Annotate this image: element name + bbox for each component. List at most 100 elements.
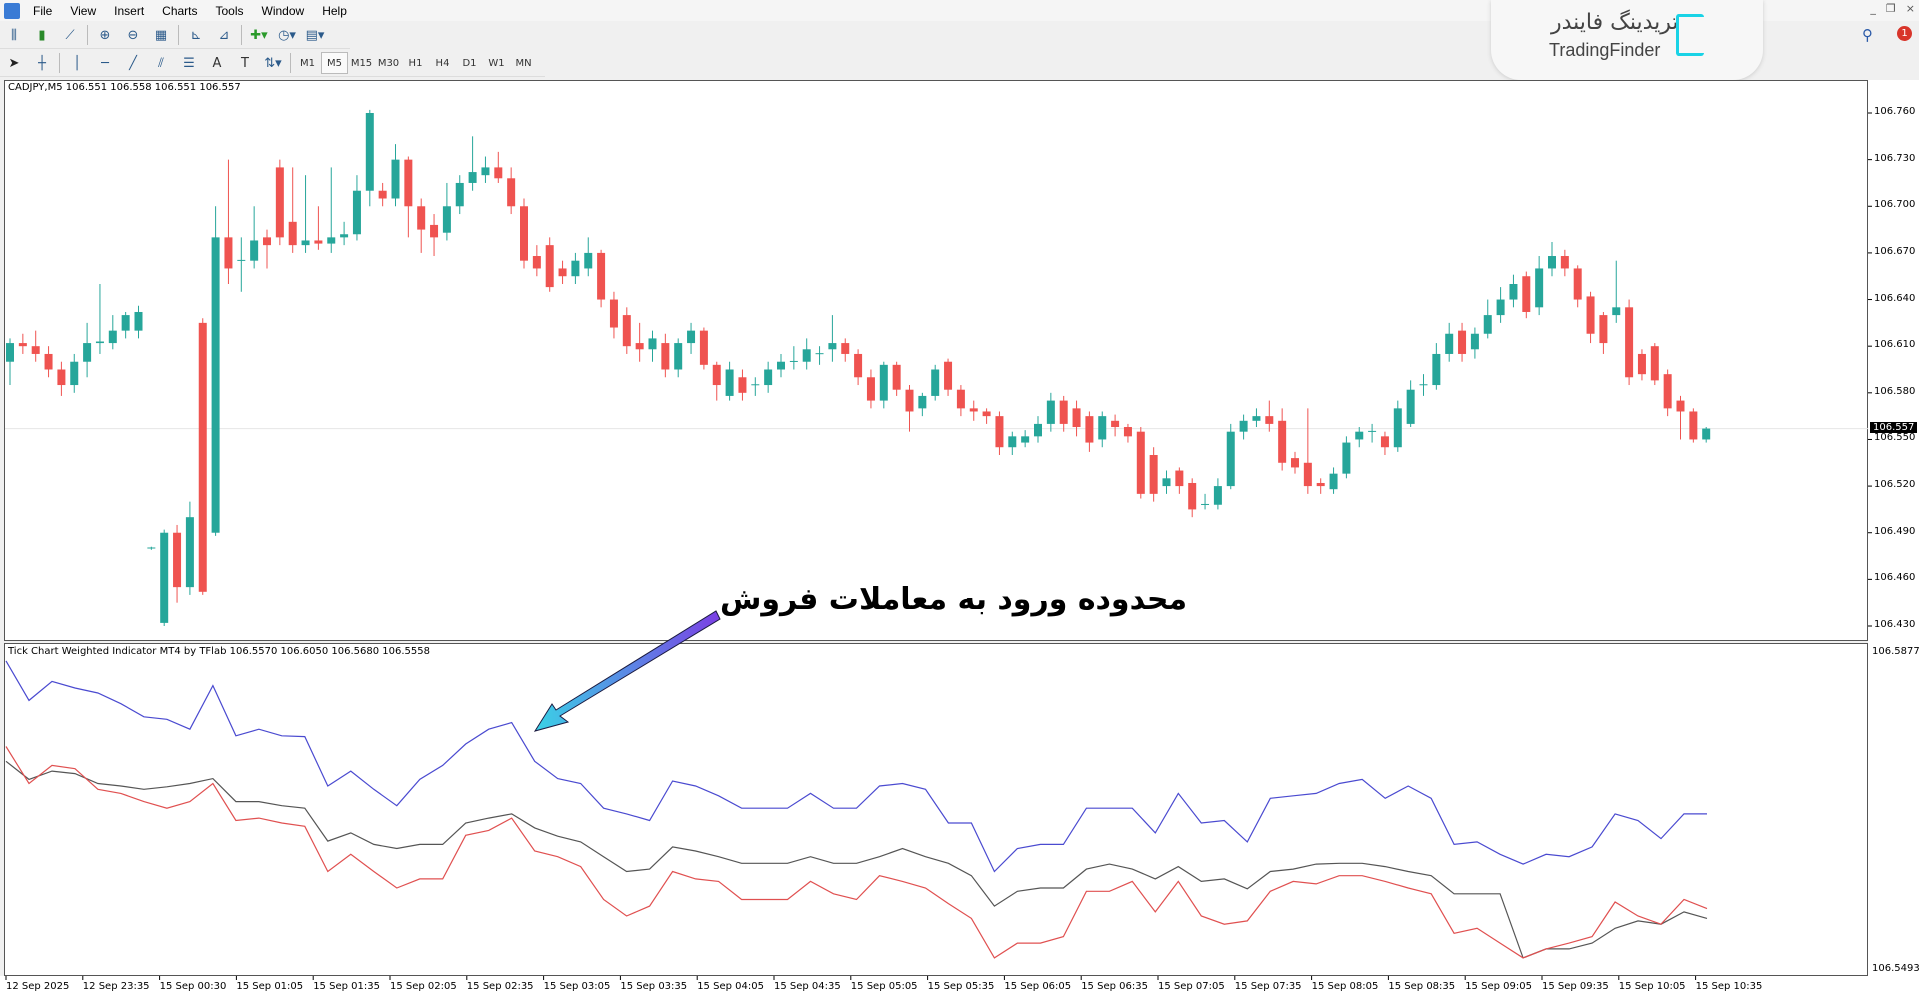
timeframe-d1[interactable]: D1 xyxy=(462,57,477,69)
candle-body xyxy=(18,343,27,347)
time-label: 15 Sep 06:35 xyxy=(1081,981,1148,992)
cursor-icon[interactable]: ➤ xyxy=(8,55,20,71)
zoom-out-icon[interactable]: ⊖ xyxy=(127,27,139,43)
timeframe-h1[interactable]: H1 xyxy=(408,57,423,69)
search-icon[interactable]: ⚲ xyxy=(1862,26,1873,44)
menu-charts[interactable]: Charts xyxy=(162,3,198,18)
menu-window[interactable]: Window xyxy=(261,3,305,18)
candle-body xyxy=(83,343,92,362)
notification-badge[interactable]: 1 xyxy=(1897,26,1912,41)
annotation-arrow-icon xyxy=(533,610,721,732)
candle-body xyxy=(841,343,850,354)
auto-scroll-icon[interactable]: ⊾ xyxy=(190,27,202,43)
templates-icon[interactable]: ▤▾ xyxy=(305,27,325,43)
timeframe-m15[interactable]: M15 xyxy=(350,57,373,69)
candle-body xyxy=(661,343,670,370)
time-label: 15 Sep 03:35 xyxy=(620,981,688,992)
candle-body xyxy=(674,343,683,370)
time-label: 12 Sep 23:35 xyxy=(82,981,150,992)
time-label: 15 Sep 04:35 xyxy=(774,981,841,992)
candle-body xyxy=(1162,478,1171,487)
price-tick-label: 106.550 xyxy=(1874,432,1916,444)
candlestick-icon[interactable]: ▮ xyxy=(38,27,46,43)
candle-body xyxy=(1149,455,1158,494)
time-label: 15 Sep 01:35 xyxy=(313,981,380,992)
price-tick-label: 106.640 xyxy=(1874,292,1916,304)
candle-body xyxy=(1072,408,1081,428)
candle-body xyxy=(237,259,246,261)
timeframe-w1[interactable]: W1 xyxy=(488,57,505,69)
channel-icon[interactable]: ☰ xyxy=(183,55,195,71)
time-axis[interactable] xyxy=(0,976,1919,996)
timeframe-m5[interactable]: M5 xyxy=(321,52,348,74)
timeframe-mn[interactable]: MN xyxy=(515,57,532,69)
fibonacci-icon[interactable]: ⫽ xyxy=(158,55,164,71)
indicator-line-1 xyxy=(5,760,1708,959)
chart-shift-icon[interactable]: ⊿ xyxy=(218,27,230,43)
indicator-tick-label: 106.5493 xyxy=(1872,963,1919,974)
candle-body xyxy=(1676,400,1685,412)
menu-file[interactable]: File xyxy=(33,3,53,18)
candle-body xyxy=(609,299,618,328)
menu-insert[interactable]: Insert xyxy=(114,3,145,18)
candle-body xyxy=(1342,442,1351,474)
candle-body xyxy=(1278,420,1287,463)
candle-body xyxy=(982,411,991,417)
bar-chart-icon[interactable]: ⫼ xyxy=(11,27,17,43)
trendline-icon[interactable]: ╱ xyxy=(129,55,137,71)
vertical-line-icon[interactable]: │ xyxy=(73,55,81,71)
price-tick-label: 106.700 xyxy=(1874,199,1916,211)
candle-body xyxy=(455,182,464,207)
candle-body xyxy=(1625,307,1634,378)
text-icon[interactable]: A xyxy=(212,55,222,71)
indicator-title: Tick Chart Weighted Indicator MT4 by TFl… xyxy=(8,646,431,657)
candle-body xyxy=(1046,400,1055,424)
timeframe-m1[interactable]: M1 xyxy=(300,57,315,69)
candle-body xyxy=(571,260,580,277)
candle-body xyxy=(1599,315,1608,344)
current-price-label: 106.557 xyxy=(1870,421,1918,433)
candle-body xyxy=(558,268,567,277)
candle-body xyxy=(789,360,798,362)
label-icon[interactable]: T xyxy=(241,55,249,71)
timeframe-m30[interactable]: M30 xyxy=(377,57,400,69)
candle-body xyxy=(507,178,516,207)
candle-body xyxy=(417,206,426,230)
indicator-panel[interactable] xyxy=(4,643,1868,976)
horizontal-line-icon[interactable]: ─ xyxy=(101,55,109,71)
line-chart-icon[interactable]: ⟋ xyxy=(65,27,75,43)
candle-body xyxy=(301,240,310,246)
crosshair-icon[interactable]: ┼ xyxy=(38,55,46,71)
candle-body xyxy=(1136,431,1145,494)
menu-tools[interactable]: Tools xyxy=(215,3,244,18)
candle-body xyxy=(545,245,554,288)
time-label: 15 Sep 01:05 xyxy=(236,981,304,992)
candle-body xyxy=(969,408,978,412)
tile-windows-icon[interactable]: ▦ xyxy=(154,27,168,43)
arrows-icon[interactable]: ⇅▾ xyxy=(264,55,282,71)
candle-body xyxy=(147,547,156,549)
candle-body xyxy=(1008,436,1017,448)
price-chart[interactable] xyxy=(4,80,1868,641)
minimize-button[interactable]: _ xyxy=(1870,2,1876,15)
candle-body xyxy=(738,377,747,393)
time-label: 15 Sep 06:05 xyxy=(1004,981,1072,992)
time-label: 15 Sep 08:05 xyxy=(1311,981,1379,992)
price-tick-label: 106.730 xyxy=(1874,152,1916,164)
window-controls: _ ❐ × xyxy=(1870,2,1915,15)
price-axis[interactable] xyxy=(1868,80,1919,976)
history-clock-icon[interactable]: ◷▾ xyxy=(278,27,296,43)
candle-body xyxy=(70,361,79,386)
restore-button[interactable]: ❐ xyxy=(1885,2,1896,15)
candle-body xyxy=(712,364,721,386)
indicator-line-2 xyxy=(5,746,1708,959)
new-order-icon[interactable]: ✚▾ xyxy=(250,27,268,43)
menu-help[interactable]: Help xyxy=(322,3,347,18)
zoom-in-icon[interactable]: ⊕ xyxy=(99,27,111,43)
menu-view[interactable]: View xyxy=(70,3,97,18)
candle-body xyxy=(1123,427,1132,437)
timeframe-h4[interactable]: H4 xyxy=(435,57,450,69)
close-button[interactable]: × xyxy=(1905,2,1915,15)
app-icon xyxy=(4,2,20,19)
candle-body xyxy=(1702,428,1711,440)
